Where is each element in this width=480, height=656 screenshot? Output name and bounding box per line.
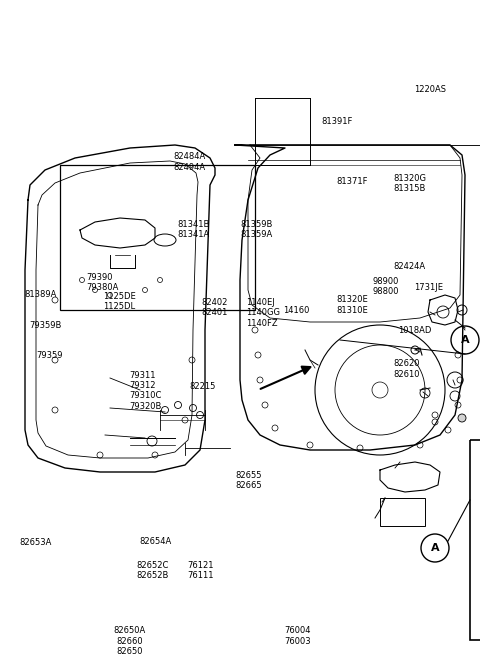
Text: A: A	[431, 543, 439, 553]
Text: 81359B
81359A: 81359B 81359A	[240, 220, 272, 239]
Text: 1018AD: 1018AD	[398, 326, 432, 335]
Bar	[470, 440, 480, 640]
Text: 1125DE
1125DL: 1125DE 1125DL	[103, 292, 136, 312]
Text: 82655
82665: 82655 82665	[235, 471, 262, 491]
Text: 79311
79312
79310C
79320B: 79311 79312 79310C 79320B	[130, 371, 162, 411]
Text: 82402
82401: 82402 82401	[202, 298, 228, 318]
Bar	[60, 165, 255, 310]
Text: 98900
98800: 98900 98800	[372, 277, 399, 297]
Text: 82484A
82494A: 82484A 82494A	[174, 152, 206, 172]
Text: 82620
82610: 82620 82610	[394, 359, 420, 379]
Text: 81389A: 81389A	[24, 290, 56, 299]
Text: 79359B: 79359B	[29, 321, 61, 331]
Text: 79359: 79359	[36, 351, 62, 360]
Text: 81341B
81341A: 81341B 81341A	[178, 220, 210, 239]
Text: A: A	[461, 335, 469, 345]
Text: 76004
76003: 76004 76003	[284, 626, 311, 646]
Text: 14160: 14160	[283, 306, 310, 316]
Text: 76121
76111: 76121 76111	[187, 561, 214, 581]
Text: 81391F: 81391F	[322, 117, 353, 126]
Text: 82215: 82215	[190, 382, 216, 391]
Text: 81320G
81315B: 81320G 81315B	[394, 174, 427, 194]
Text: 1731JE: 1731JE	[414, 283, 443, 293]
Circle shape	[458, 414, 466, 422]
Text: 1220AS: 1220AS	[414, 85, 446, 94]
Text: 81371F: 81371F	[336, 177, 368, 186]
Text: 79390
79380A: 79390 79380A	[86, 273, 119, 293]
Text: 82650A
82660
82650: 82650A 82660 82650	[113, 626, 146, 656]
Text: 82424A: 82424A	[394, 262, 426, 272]
Text: 82652C
82652B: 82652C 82652B	[137, 561, 169, 581]
Bar	[380, 498, 425, 526]
Text: 81320E
81310E: 81320E 81310E	[336, 295, 368, 315]
Text: 82653A: 82653A	[19, 538, 51, 547]
Text: 1140EJ
1140GG
1140FZ: 1140EJ 1140GG 1140FZ	[246, 298, 280, 327]
Text: 82654A: 82654A	[139, 537, 171, 546]
